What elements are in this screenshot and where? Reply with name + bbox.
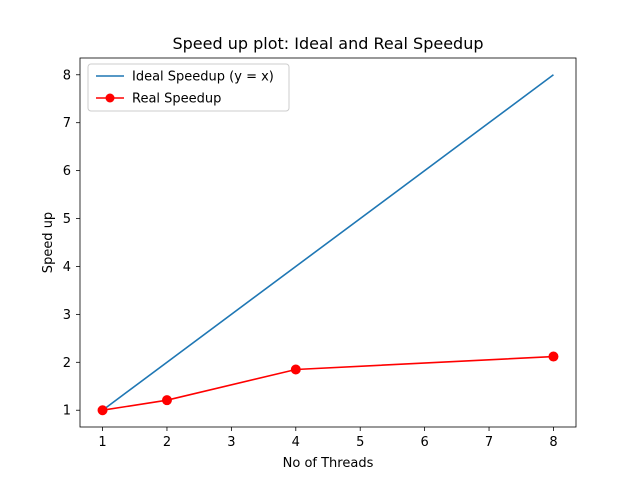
x-tick-label: 7	[485, 435, 493, 450]
series-point	[548, 351, 559, 362]
y-axis-label: Speed up	[41, 212, 56, 273]
series-line-2	[102, 355, 554, 412]
x-tick-label: 1	[98, 435, 106, 450]
plot-area	[79, 57, 577, 428]
x-tick-label: 2	[163, 435, 171, 450]
x-tick-label: 3	[227, 435, 235, 450]
series-point	[290, 364, 301, 375]
y-tick-label: 4	[63, 260, 71, 275]
y-tick-label: 7	[63, 116, 71, 131]
x-tick-label: 6	[420, 435, 428, 450]
legend: Ideal Speedup (y = x) Real Speedup	[87, 63, 290, 112]
legend-marker	[105, 93, 115, 103]
y-tick-label: 5	[63, 212, 71, 227]
series-point	[161, 395, 172, 406]
x-axis-label: No of Threads	[283, 456, 374, 471]
y-tick-label: 6	[63, 164, 71, 179]
y-tick-label: 1	[63, 404, 71, 419]
chart-title: Speed up plot: Ideal and Real Speedup	[172, 34, 483, 53]
y-tick-label: 2	[63, 356, 71, 371]
y-axis-ticks: 1 2 3 4 5 6 7 8	[63, 68, 80, 419]
y-tick-label: 3	[63, 308, 71, 323]
x-tick-label: 5	[356, 435, 364, 450]
series-point	[97, 405, 108, 416]
x-axis-ticks: 1 2 3 4 5 6 7 8	[98, 427, 558, 450]
legend-label: Real Speedup	[132, 92, 221, 107]
legend-label: Ideal Speedup (y = x)	[132, 70, 274, 85]
x-tick-label: 8	[549, 435, 557, 450]
series-line-1	[102, 74, 554, 411]
series-layer	[97, 74, 559, 416]
legend-box	[87, 63, 290, 112]
x-tick-label: 4	[292, 435, 300, 450]
y-tick-label: 8	[63, 68, 71, 83]
axes-frame	[79, 57, 577, 428]
